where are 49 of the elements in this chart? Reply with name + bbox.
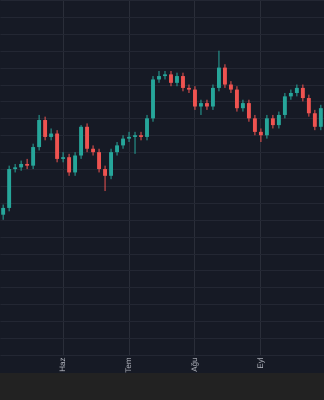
candlestick bbox=[252, 114, 257, 136]
x-tick-label: Ağu bbox=[190, 358, 199, 372]
candlestick bbox=[121, 134, 125, 150]
x-tick-label: Eyl bbox=[256, 357, 265, 369]
candlestick bbox=[288, 89, 293, 100]
candlestick bbox=[211, 84, 215, 110]
candlestick bbox=[181, 72, 185, 92]
candlestick bbox=[199, 99, 203, 116]
candlestick bbox=[270, 114, 275, 129]
x-tick-label: Haz bbox=[58, 358, 68, 372]
candlestick bbox=[312, 109, 317, 131]
candlestick bbox=[157, 70, 161, 84]
candlestick bbox=[175, 72, 179, 87]
candlestick bbox=[258, 128, 263, 142]
candlestick bbox=[294, 84, 299, 97]
candlestick bbox=[25, 158, 30, 170]
candlestick bbox=[240, 99, 245, 112]
candlestick bbox=[73, 152, 78, 176]
candlestick bbox=[205, 99, 209, 110]
candlestick bbox=[228, 80, 233, 94]
candlestick bbox=[67, 153, 72, 176]
candlestick bbox=[49, 128, 54, 141]
candlestick bbox=[103, 165, 107, 192]
candlestick bbox=[109, 148, 113, 180]
candlestick bbox=[306, 94, 311, 118]
candlestick bbox=[276, 111, 281, 129]
candlestick bbox=[300, 84, 305, 102]
candlestick bbox=[282, 92, 287, 119]
candlestick bbox=[43, 116, 48, 141]
candlestick bbox=[193, 86, 197, 110]
candlestick bbox=[115, 142, 119, 156]
candlestick bbox=[264, 114, 269, 140]
candlestick bbox=[97, 148, 102, 173]
candlestick bbox=[222, 64, 227, 88]
candlestick bbox=[61, 152, 66, 163]
candlestick bbox=[127, 131, 131, 142]
candlestick bbox=[85, 122, 90, 153]
candlestick bbox=[318, 104, 323, 131]
candlestick bbox=[31, 143, 36, 170]
x-tick-label: Tem bbox=[124, 357, 134, 373]
candlestick bbox=[169, 70, 173, 87]
candlestick bbox=[19, 160, 24, 172]
candlestick bbox=[217, 50, 221, 92]
candlestick bbox=[133, 131, 137, 154]
candlestick bbox=[145, 114, 149, 141]
candlestick bbox=[1, 204, 6, 220]
candlestick bbox=[246, 99, 251, 122]
candlestick bbox=[234, 86, 239, 112]
candlestick bbox=[91, 144, 96, 156]
